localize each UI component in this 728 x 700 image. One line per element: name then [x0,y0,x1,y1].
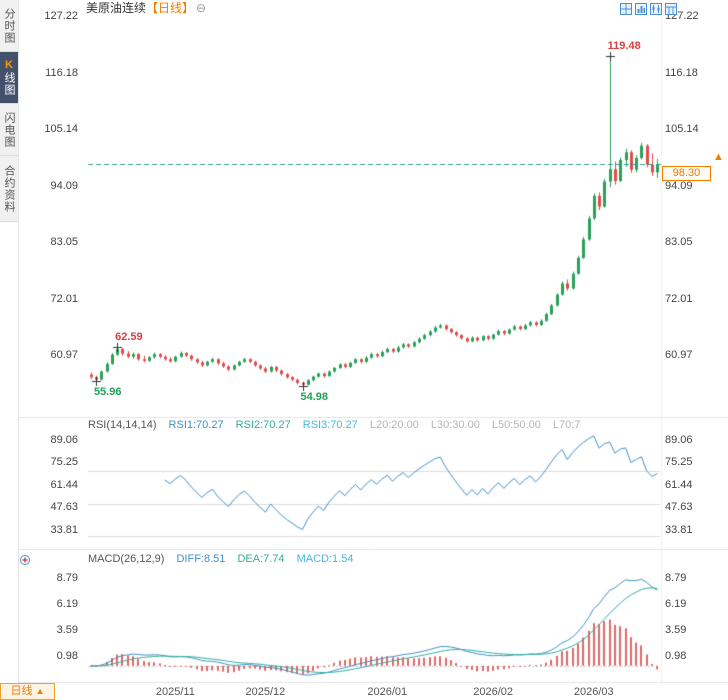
macd-header[interactable]: MACD(26,12,9) DIFF:8.51 DEA:7.74 MACD:1.… [88,553,362,566]
last-price-tag: 98.30 [662,166,711,182]
macd-dea-value: DEA:7.74 [237,553,285,565]
macd-value: MACD:1.54 [296,553,354,565]
left-tab-bar: 分时图 K 线图 闪电图 合约资料 [0,0,19,700]
tab-contract-info[interactable]: 合约资料 [0,156,18,222]
rsi-header[interactable]: RSI(14,14,14) RSI1:70.27 RSI2:70.27 RSI3… [88,419,589,432]
period-selector-arrow-icon: ▲ [35,686,45,696]
kline-panel-icon[interactable] [650,2,662,15]
rsi3-value: RSI3:70.27 [302,419,358,431]
grid-view-icon[interactable] [665,2,677,15]
bar-chart-icon[interactable] [635,2,647,15]
tab-kline-chart[interactable]: K 线图 [0,52,18,104]
rsi-name: RSI(14,14,14) [88,419,157,431]
tab-kline-accent: K [3,59,15,72]
collapse-icon[interactable]: ⊖ [196,1,207,15]
period-selector[interactable]: 日线 ▲ [0,683,55,700]
price-marker-arrow: ▲ [713,151,724,164]
chart-title: 美原油连续【日线】 ⊖ [86,1,206,15]
symbol-name: 美原油连续 [86,1,147,15]
rsi1-value: RSI1:70.27 [168,419,224,431]
rsi-l50: L50:50.00 [491,419,541,431]
macd-diff-value: DIFF:8.51 [176,553,226,565]
tab-kline-rest: 线图 [3,72,15,96]
quad-layout-icon[interactable] [620,2,632,15]
rsi-l70: L70:7 [552,419,581,431]
tab-time-chart[interactable]: 分时图 [0,0,18,52]
rsi-l30: L30:30.00 [430,419,480,431]
period-selector-label: 日线 [10,685,33,697]
layout-toolbar [620,2,677,15]
tab-lightning-chart[interactable]: 闪电图 [0,104,18,156]
rsi-l20: L20:20.00 [369,419,419,431]
rsi2-value: RSI2:70.27 [235,419,291,431]
macd-name: MACD(26,12,9) [88,553,165,565]
period-label: 【日线】 [146,1,195,15]
indicator-settings-icon[interactable] [19,553,31,565]
